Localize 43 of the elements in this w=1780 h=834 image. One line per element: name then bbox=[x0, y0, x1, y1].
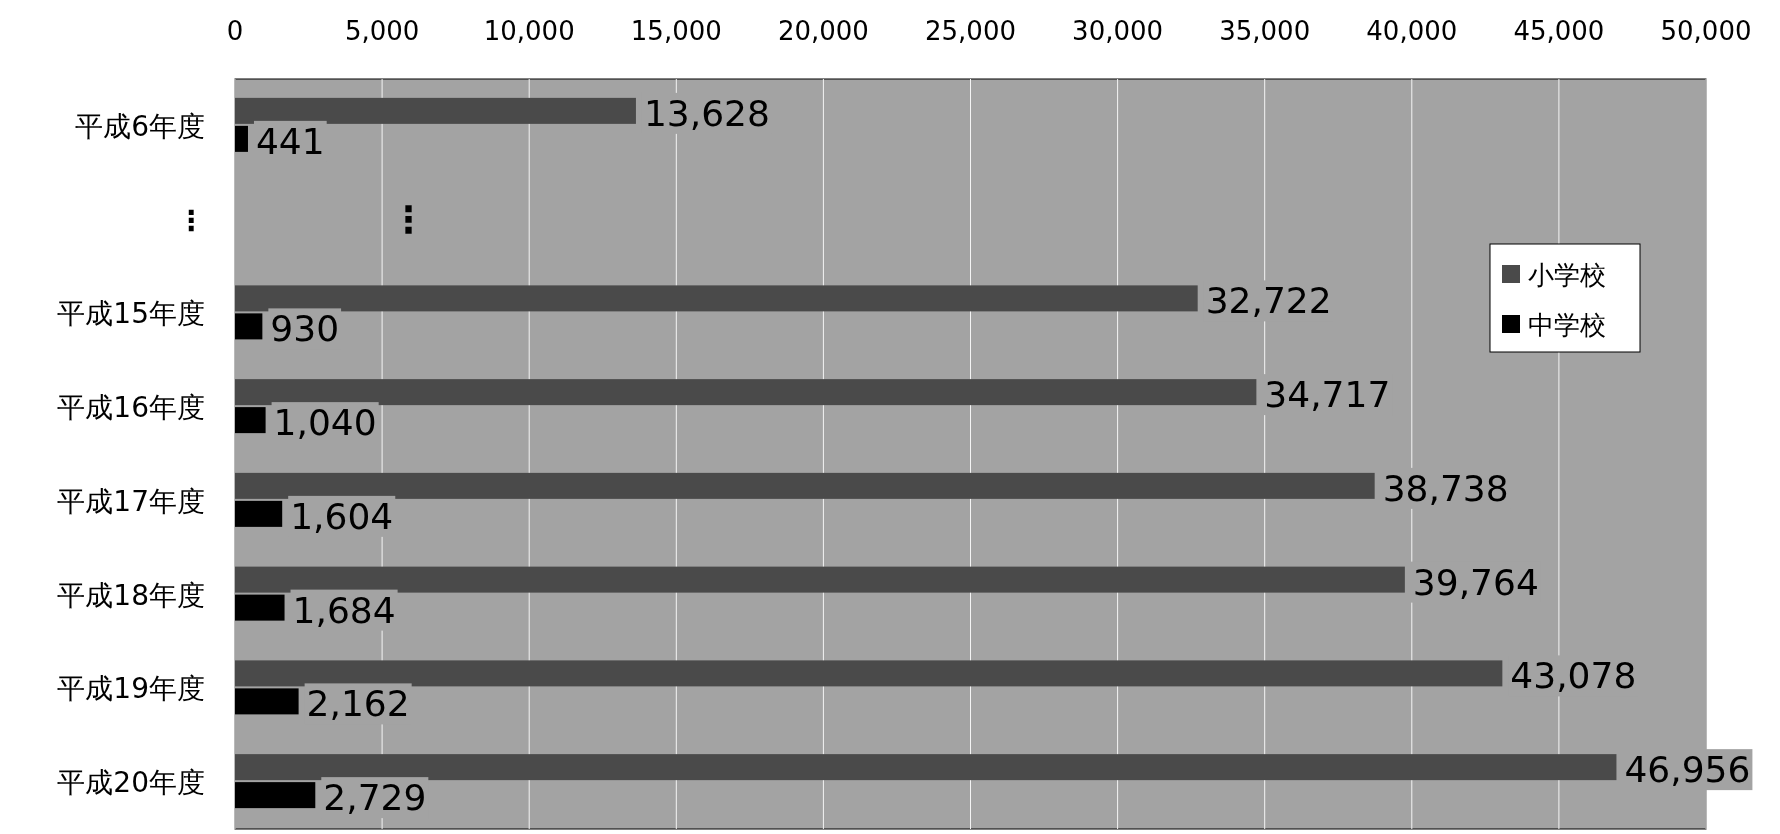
data-label: 1,040 bbox=[273, 402, 377, 444]
x-tick-label: 50,000 bbox=[1660, 16, 1752, 46]
x-tick-label: 5,000 bbox=[344, 16, 420, 46]
bar bbox=[235, 566, 1405, 593]
x-tick-label: 35,000 bbox=[1219, 16, 1311, 46]
y-tick-label: ⋮ bbox=[177, 203, 205, 237]
bar bbox=[235, 285, 1198, 312]
data-label: 2,729 bbox=[323, 777, 427, 819]
bar bbox=[235, 97, 636, 124]
data-label: 1,684 bbox=[292, 589, 396, 631]
x-tick-label: 0 bbox=[226, 16, 244, 46]
data-label: 2,162 bbox=[306, 683, 410, 725]
y-tick-label: 平成18年度 bbox=[57, 578, 205, 612]
data-label: 1,604 bbox=[290, 495, 394, 537]
y-tick-label: 平成15年度 bbox=[57, 297, 205, 331]
y-tick-label: 平成6年度 bbox=[75, 109, 205, 143]
legend-label: 中学校 bbox=[1528, 310, 1606, 340]
x-tick-label: 25,000 bbox=[925, 16, 1016, 46]
y-tick-label: 平成17年度 bbox=[57, 484, 205, 518]
x-tick-label: 30,000 bbox=[1072, 16, 1164, 46]
bar bbox=[235, 379, 1257, 406]
bar bbox=[235, 754, 1617, 781]
x-tick-label: 45,000 bbox=[1513, 16, 1605, 46]
data-label: 39,764 bbox=[1412, 561, 1539, 603]
x-tick-label: 20,000 bbox=[777, 16, 869, 46]
y-tick-label: 平成20年度 bbox=[57, 766, 205, 800]
data-label: 38,738 bbox=[1382, 467, 1509, 509]
data-label: 46,956 bbox=[1624, 749, 1751, 791]
x-tick-label: 10,000 bbox=[483, 16, 575, 46]
bar bbox=[235, 660, 1503, 687]
data-label: 13,628 bbox=[643, 92, 770, 134]
annotation: ⋮ bbox=[390, 198, 427, 240]
data-label: 930 bbox=[270, 308, 340, 350]
data-label: 43,078 bbox=[1510, 655, 1637, 697]
y-tick-label: 平成19年度 bbox=[57, 672, 205, 706]
y-tick-label: 平成16年度 bbox=[57, 391, 205, 425]
x-tick-label: 40,000 bbox=[1366, 16, 1458, 46]
legend-label: 小学校 bbox=[1528, 260, 1606, 290]
bar bbox=[235, 472, 1375, 499]
x-tick-label: 15,000 bbox=[630, 16, 722, 46]
data-label: 441 bbox=[255, 120, 325, 162]
data-label: 32,722 bbox=[1205, 280, 1332, 322]
data-label: 34,717 bbox=[1264, 374, 1391, 416]
